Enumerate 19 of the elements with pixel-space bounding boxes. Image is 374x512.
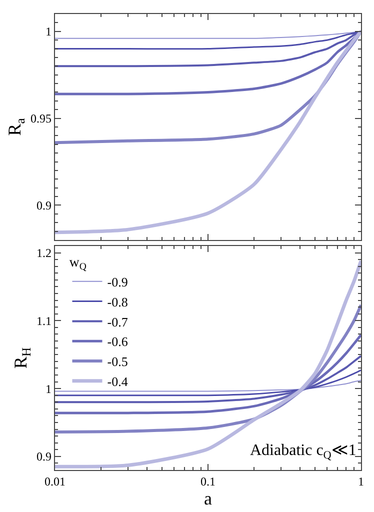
y-tick-label: 1 (46, 24, 52, 39)
legend-label: -0.9 (107, 274, 128, 290)
legend-label: -0.5 (107, 354, 128, 370)
y-tick-label: 1 (46, 382, 52, 396)
y-tick-label: 1.1 (36, 314, 52, 328)
x-tick-label: 0.01 (44, 474, 66, 488)
legend-label: -0.6 (107, 334, 128, 350)
y-tick-label: 1.2 (36, 246, 52, 260)
x-axis-title: a (204, 488, 212, 509)
legend-label: -0.7 (107, 314, 128, 330)
y-tick-label: 0.95 (30, 112, 52, 126)
x-tick-label: 0.1 (200, 474, 216, 488)
legend-title: w$_{Q}$ (69, 255, 86, 272)
y-tick-label: 0.9 (36, 450, 52, 464)
y-tick-label: 0.9 (36, 198, 52, 212)
x-tick-label: 1 (358, 474, 364, 488)
legend-label: -0.8 (107, 294, 128, 310)
legend-label: -0.4 (107, 374, 128, 389)
annotation: Adiabatic c$_{Q}$≪1 (250, 442, 356, 462)
